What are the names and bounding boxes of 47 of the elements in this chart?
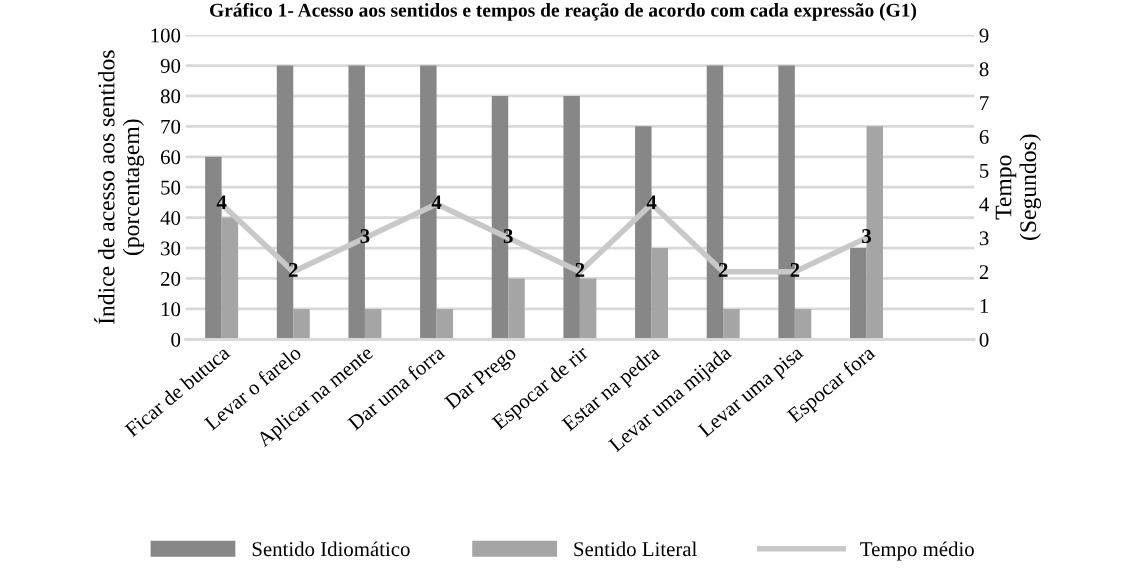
data-label: 3: [862, 229, 871, 244]
data-label: 2: [790, 262, 800, 277]
bar: [651, 248, 669, 340]
y2-tick-label: 7: [980, 96, 989, 110]
bar: [293, 308, 310, 340]
bar: [579, 278, 597, 340]
y2-tick-label: 8: [979, 62, 989, 77]
y-tick-label: 60: [160, 150, 181, 165]
y-tick-label: 80: [160, 89, 181, 104]
data-label: 2: [288, 262, 298, 277]
y-tick-label: 100: [151, 28, 181, 43]
y-tick-label: 50: [161, 180, 181, 195]
y2-tick-label: 5: [980, 163, 989, 178]
data-label: 4: [216, 195, 227, 210]
y-tick-label: 70: [161, 119, 181, 134]
bar: [508, 278, 525, 340]
y-tick-label: 10: [161, 302, 181, 317]
bar: [794, 308, 812, 340]
legend-label: Sentido Idiomático: [252, 541, 410, 557]
y2-tick-label: 4: [979, 197, 989, 212]
data-label: 2: [575, 262, 585, 277]
bar: [364, 308, 382, 340]
data-label: 4: [646, 195, 657, 210]
y2-axis-title: Tempo (Segundos): [995, 134, 1041, 240]
y2-tick-label: 2: [979, 265, 989, 279]
data-label: 3: [503, 229, 513, 244]
legend-label: Tempo médio: [860, 541, 974, 561]
y2-tick-label: 6: [979, 129, 989, 144]
y-tick-label: 90: [160, 58, 181, 73]
bar: [221, 217, 239, 340]
y-tick-label: 30: [161, 241, 181, 256]
bar: [723, 308, 740, 340]
chart-title: Gráfico 1- Acesso aos sentidos e tempos de reação de acordo com cada expressão (G1): [210, 2, 917, 21]
bar: [850, 248, 867, 340]
y-tick-label: 40: [160, 210, 181, 226]
y-tick-label: 0: [171, 332, 181, 347]
data-label: 2: [718, 262, 728, 277]
y2-tick-label: 3: [979, 231, 989, 246]
bar: [436, 308, 454, 340]
data-label: 4: [431, 195, 442, 210]
y-axis-title: Índice de acesso aos sentidos (porcentagem): [94, 50, 145, 325]
data-label: 3: [360, 229, 370, 244]
y2-tick-label: 1: [980, 298, 989, 313]
legend-label: Sentido Literal: [574, 541, 697, 557]
y-tick-label: 20: [161, 271, 181, 286]
y2-tick-label: 0: [979, 332, 989, 347]
y2-tick-label: 9: [979, 28, 989, 43]
